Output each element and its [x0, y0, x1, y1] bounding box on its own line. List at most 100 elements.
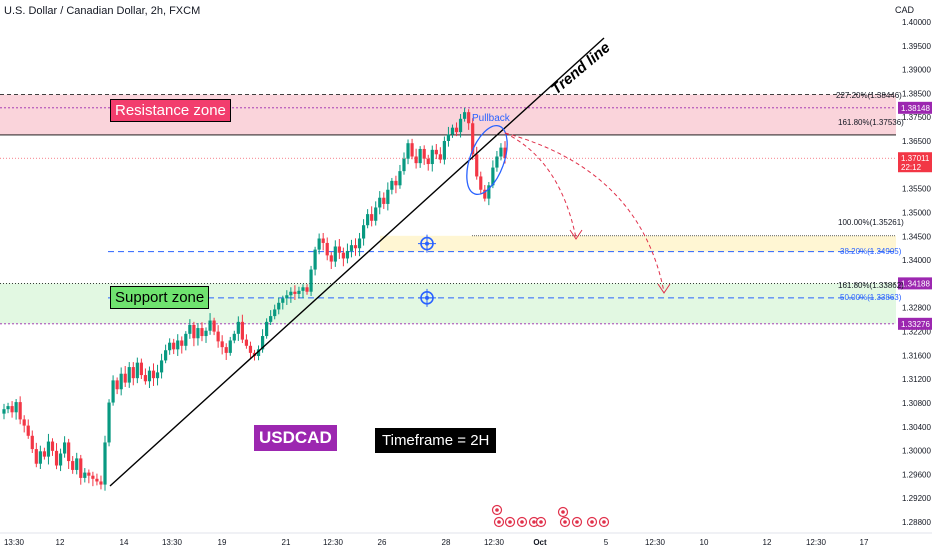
candle-body-121 — [491, 167, 495, 186]
x-tick-label: 19 — [218, 538, 227, 547]
candle-body-2 — [10, 406, 14, 413]
candle-body-94 — [382, 197, 386, 204]
price-badge-text-3: 1.33276 — [901, 320, 930, 329]
y-tick-label: 1.36500 — [902, 137, 931, 146]
candle-body-68 — [277, 302, 281, 310]
price-badge-text-2: 1.34188 — [901, 279, 930, 288]
fib-label-227: 227.20%(1.38446) — [836, 91, 902, 100]
candle-body-90 — [366, 214, 370, 226]
event-flag-dot-9 — [590, 520, 594, 524]
candle-body-67 — [273, 309, 277, 317]
candle-body-100 — [406, 143, 410, 159]
candle-body-16 — [67, 442, 71, 462]
candle-body-50 — [204, 330, 208, 337]
zone-2 — [380, 235, 896, 252]
candle-body-40 — [164, 350, 168, 361]
candle-body-107 — [434, 149, 438, 155]
candle-body-101 — [410, 143, 414, 157]
candle-body-21 — [87, 472, 91, 476]
candle-body-73 — [297, 290, 301, 294]
candle-body-39 — [159, 360, 164, 373]
candle-body-106 — [430, 149, 434, 165]
fib-label-100: 100.00%(1.35261) — [838, 218, 904, 227]
candles-layer — [2, 107, 507, 491]
candle-body-124 — [503, 147, 507, 159]
candle-body-35 — [143, 375, 148, 382]
candle-body-43 — [176, 340, 180, 350]
y-tick-label: 1.28800 — [902, 518, 931, 527]
candle-body-105 — [426, 158, 430, 165]
candle-body-76 — [309, 269, 313, 292]
candle-body-7 — [30, 435, 34, 450]
candle-body-4 — [18, 402, 22, 420]
candle-body-89 — [361, 225, 366, 239]
x-tick-label: 13:30 — [4, 538, 25, 547]
x-tick-label: 12:30 — [484, 538, 505, 547]
y-tick-label: 1.30800 — [902, 399, 931, 408]
candle-body-103 — [418, 148, 422, 164]
y-tick-label: 1.31200 — [902, 375, 931, 384]
candle-body-78 — [317, 238, 321, 250]
candle-body-112 — [454, 127, 459, 133]
event-flag-dot-4 — [532, 520, 536, 524]
candle-body-14 — [58, 453, 63, 466]
y-tick-label: 1.37500 — [902, 113, 931, 122]
fib-label-161-lower: 161.80%(1.33862) — [838, 281, 904, 290]
price-badge-text-1: 1.37011 — [901, 154, 930, 163]
candle-body-41 — [168, 342, 172, 351]
candle-body-63 — [256, 349, 261, 356]
x-tick-label: 28 — [442, 538, 451, 547]
x-tick-label: Oct — [533, 538, 547, 547]
pullback-label: Pullback — [472, 113, 510, 124]
candle-body-75 — [305, 287, 309, 292]
pullback-ellipse — [466, 125, 508, 195]
y-tick-label: 1.35500 — [902, 185, 931, 194]
y-tick-label: 1.38500 — [902, 89, 931, 98]
projection-path-2 — [504, 132, 665, 293]
event-flag-dot-0 — [495, 508, 499, 512]
candle-body-92 — [374, 207, 378, 221]
x-tick-label: 5 — [604, 538, 609, 547]
y-tick-label: 1.32800 — [902, 304, 931, 313]
candle-body-111 — [450, 127, 455, 135]
candle-body-72 — [293, 291, 297, 294]
candle-body-22 — [91, 475, 95, 479]
candle-body-119 — [483, 189, 487, 199]
price-badge-text-0: 1.38148 — [901, 104, 930, 113]
symbol-label: USDCAD — [254, 425, 337, 451]
candle-body-99 — [402, 158, 406, 172]
candle-body-10 — [42, 451, 47, 457]
candle-body-11 — [46, 441, 51, 457]
candle-body-113 — [458, 118, 463, 133]
event-flag-dot-3 — [520, 520, 524, 524]
y-tick-label: 1.39000 — [902, 66, 931, 75]
candle-body-52 — [212, 320, 216, 332]
candle-body-122 — [495, 156, 499, 168]
candle-body-83 — [337, 246, 341, 253]
candle-body-82 — [333, 246, 337, 262]
candle-body-118 — [479, 176, 483, 190]
axis-layer: 1.40000 1.39500 1.39000 1.38500 1.37500 1.365… — [0, 18, 932, 547]
candle-body-31 — [127, 367, 131, 383]
candle-body-110 — [446, 134, 451, 141]
candle-body-8 — [34, 449, 38, 464]
candle-body-80 — [325, 242, 329, 256]
candle-body-53 — [216, 331, 220, 342]
candle-body-102 — [414, 156, 418, 164]
candle-body-9 — [38, 451, 42, 464]
y-tick-label: 1.34000 — [902, 256, 931, 265]
price-badge-3 — [898, 317, 932, 330]
x-tick-label: 12:30 — [323, 538, 344, 547]
projection-arrow-1 — [569, 229, 583, 240]
y-tick-label: 1.29200 — [902, 494, 931, 503]
candle-body-0 — [2, 409, 6, 414]
candle-body-46 — [188, 324, 192, 334]
candle-body-117 — [475, 154, 479, 177]
fib-label-50: 50.00%(1.33863) — [840, 293, 902, 302]
candle-body-51 — [208, 320, 212, 331]
x-tick-label: 12:30 — [645, 538, 666, 547]
x-tick-label: 21 — [282, 538, 291, 547]
y-tick-label: 1.30000 — [902, 447, 931, 456]
y-tick-label: 1.32200 — [902, 328, 931, 337]
